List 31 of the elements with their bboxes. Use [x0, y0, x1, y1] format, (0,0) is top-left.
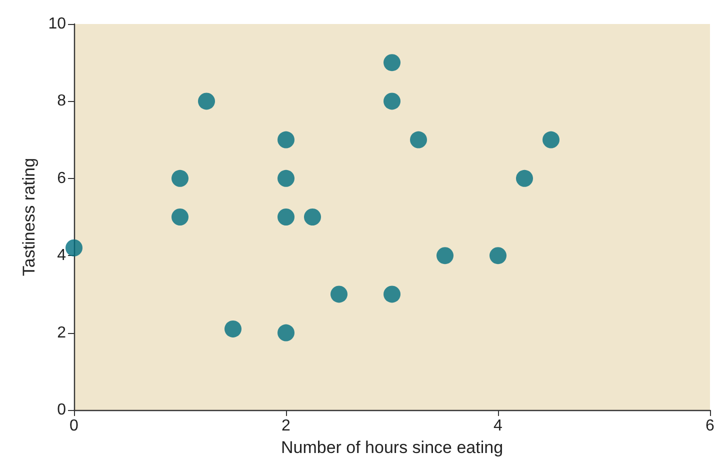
point — [384, 92, 400, 110]
point — [278, 208, 294, 226]
point — [198, 92, 215, 110]
point — [224, 320, 242, 338]
point — [278, 170, 294, 187]
y-tick-label: 2 — [57, 324, 66, 342]
point — [436, 247, 454, 264]
point — [66, 239, 82, 256]
point — [278, 131, 294, 148]
point — [384, 54, 400, 72]
y-tick-label: 0 — [57, 402, 66, 418]
point — [278, 324, 294, 342]
x-axis-title: Number of hours since eating — [280, 438, 504, 457]
point — [304, 208, 321, 226]
x-tick-label: 0 — [70, 418, 79, 434]
y-tick-label: 6 — [57, 170, 66, 187]
point — [490, 247, 506, 264]
point — [384, 286, 400, 303]
y-axis-title: Tastiness rating — [19, 158, 38, 276]
x-tick-label: 6 — [706, 418, 715, 434]
point — [516, 170, 533, 187]
y-tick-label: 4 — [57, 247, 66, 264]
point — [172, 208, 188, 226]
point — [410, 131, 427, 148]
point — [172, 170, 188, 187]
point — [542, 131, 560, 148]
x-tick-label: 4 — [494, 418, 503, 434]
x-tick-label: 2 — [282, 418, 291, 434]
point — [330, 286, 348, 303]
y-tick-label: 10 — [48, 16, 66, 32]
y-tick-label: 8 — [57, 92, 66, 110]
